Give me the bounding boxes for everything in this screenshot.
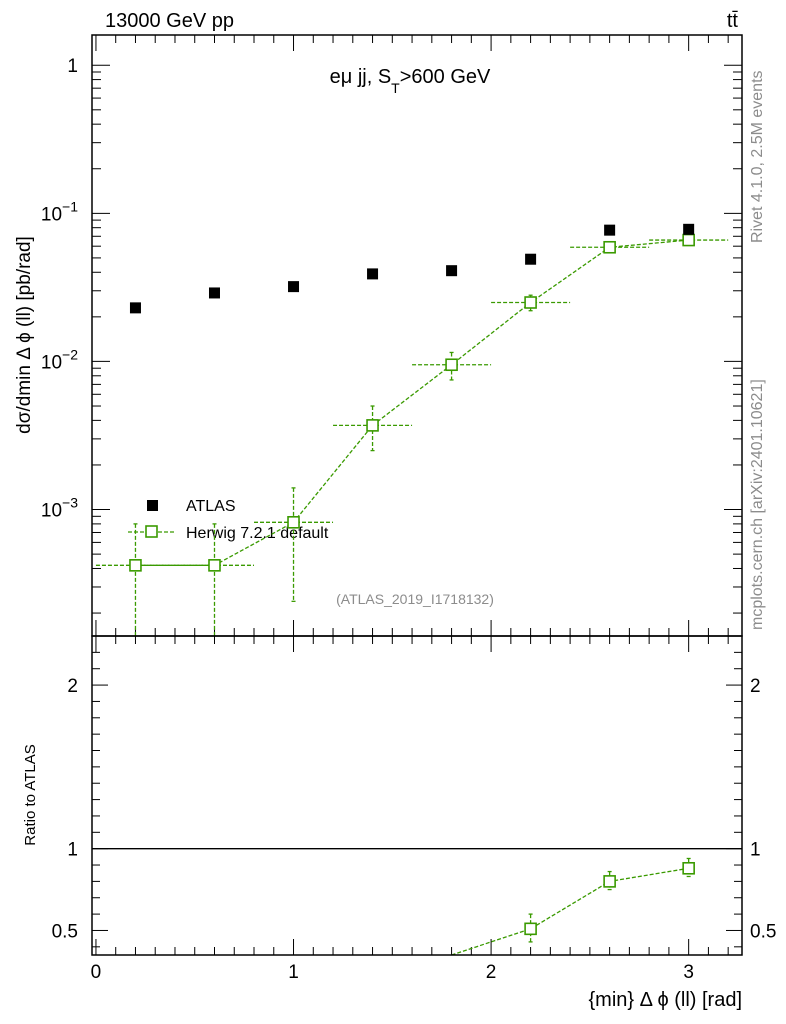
herwig-point [445,358,458,372]
ratio-point [603,875,616,888]
herwig-point [524,296,537,309]
atlas-point [129,302,141,314]
atlas-point [604,224,616,236]
ratio-data [451,857,695,956]
x-axis-title: {min} Δ ϕ (ll) [rad] [589,989,743,1011]
atlas-point [288,281,300,293]
herwig-series-line [135,239,689,566]
ratio-y-tick-label: 1 [67,840,78,861]
ratio-point [682,861,695,875]
atlas-point [208,287,220,299]
ratio-plot-frame [91,635,743,956]
herwig-point [603,240,616,254]
atlas-point [683,223,695,235]
ratio-y-tick-label: 0.5 [52,921,78,942]
main-data [95,223,729,636]
herwig-point [129,559,142,572]
main-ticks: 1 10−1 10−2 10−3 [41,35,742,636]
atlas-point [367,268,379,280]
x-tick-label: 2 [486,962,497,983]
legend-atlas-label: ATLAS [186,498,236,515]
ratio-series-line [451,867,689,956]
legend-atlas-marker [147,500,158,511]
herwig-point [366,419,379,432]
process-label: tt̄ [727,10,739,32]
herwig-point [287,516,300,529]
legend-herwig-label: Herwig 7.2.1 default [186,525,329,542]
main-y-tick-label: 10−2 [41,346,78,373]
ratio-point [524,922,537,936]
main-y-tick-label: 1 [67,56,78,77]
herwig-point [682,233,695,247]
main-plot-frame [91,34,743,637]
ratio-y-tick-label-right: 1 [750,840,761,861]
main-y-tick-label: 10−1 [41,198,78,225]
atlas-point [525,253,537,265]
x-tick-label: 3 [683,962,694,983]
x-tick-label: 1 [288,962,299,983]
legend-herwig-marker [145,525,158,538]
analysis-id-label: (ATLAS_2019_I1718132) [336,591,494,607]
ratio-y-tick-label-right: 2 [750,676,761,697]
main-y-axis-title: dσ/dmin Δ ϕ (ll) [pb/rad] [14,236,35,434]
x-tick-label: 0 [91,962,102,983]
herwig-point [208,559,221,572]
rivet-label: Rivet 4.1.0, 2.5M events [749,70,766,243]
ratio-ticks: 0.5 0.5 1 1 2 2 0 1 2 3 [52,636,776,983]
atlas-point [446,265,458,277]
mcplots-label: mcplots.cern.ch [arXiv:2401.10621] [749,379,766,630]
main-y-tick-label: 10−3 [41,495,78,522]
energy-label: 13000 GeV pp [105,10,234,32]
plot-title: eμ jj, ST>600 GeV [330,66,491,96]
ratio-y-axis-title: Ratio to ATLAS [22,744,39,845]
ratio-y-tick-label-right: 0.5 [750,921,776,942]
ratio-y-tick-label: 2 [67,676,78,697]
